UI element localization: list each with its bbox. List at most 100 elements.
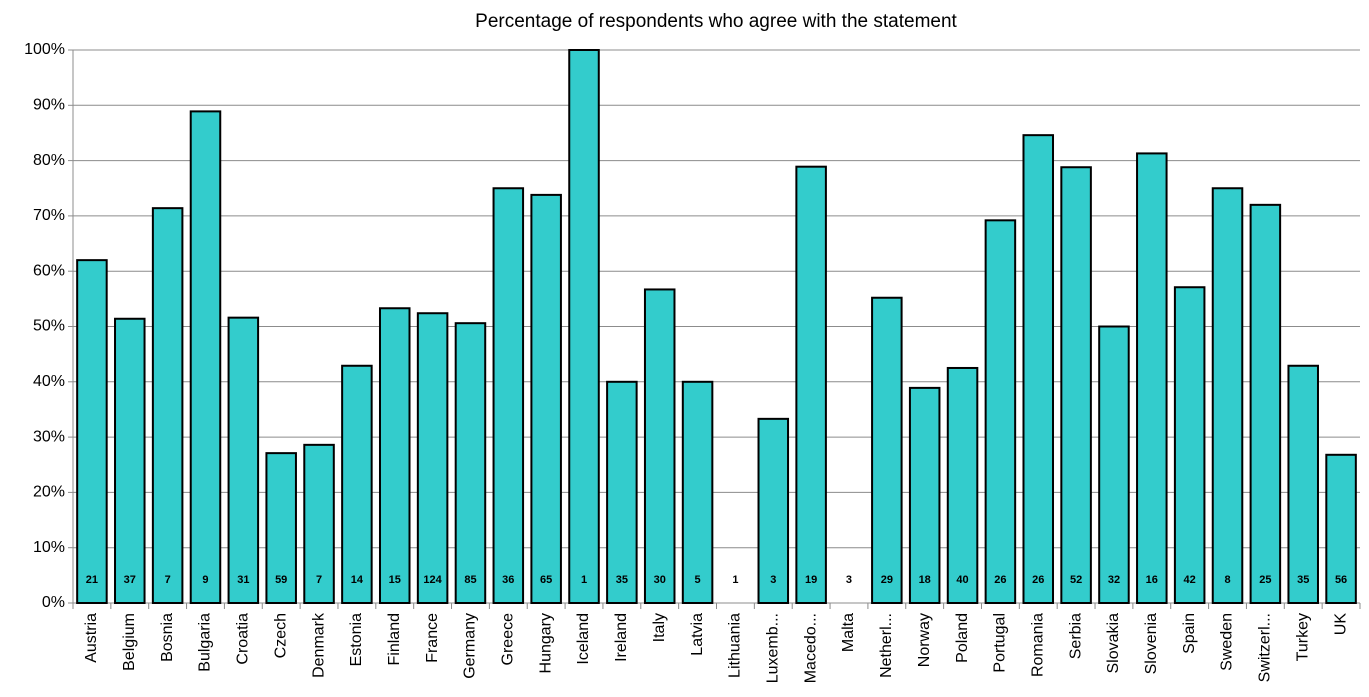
bar [1136,152,1168,604]
x-tick-label: Greece [500,613,517,666]
bar [151,207,184,605]
bar [530,193,562,605]
bar [416,312,449,604]
count-label: 8 [1224,574,1230,586]
count-label: 35 [1297,574,1309,586]
y-tick-label: 100% [24,41,65,58]
y-tick-label: 40% [33,373,65,390]
bar [378,307,411,604]
bar [681,380,714,604]
y-tick-label: 30% [33,428,65,445]
count-label: 29 [881,574,893,586]
bar [1287,364,1319,604]
bar [265,452,297,604]
bar [1211,187,1244,604]
y-tick-label: 80% [33,152,65,169]
x-tick-label: Latvia [689,613,706,656]
count-label: 18 [919,574,931,586]
x-tick-label: Austria [83,613,100,663]
count-label: 85 [464,574,476,586]
count-label: 124 [423,574,442,586]
count-label: 3 [846,574,852,586]
count-label: 3 [770,574,776,586]
x-tick-label: Bulgaria [197,613,214,672]
x-tick-label: Estonia [348,613,365,666]
x-tick-label: Slovakia [1105,613,1122,674]
count-label: 32 [1108,574,1120,586]
bar [606,380,638,604]
y-tick-label: 70% [33,207,65,224]
count-label: 30 [654,574,666,586]
count-label: 56 [1335,574,1347,586]
x-tick-label: Germany [462,613,479,679]
bar [946,366,979,604]
count-label: 40 [956,574,968,586]
x-tick-label: Luxemb... [764,613,781,683]
x-tick-label: Denmark [310,612,327,678]
count-label: 35 [616,574,628,586]
count-label: 42 [1184,574,1196,586]
x-tick-label: Belgium [121,613,138,671]
bar [303,443,335,605]
y-tick-label: 90% [33,97,65,114]
y-tick-label: 60% [33,262,65,279]
x-tick-label: UK [1332,613,1349,636]
bar [908,386,941,604]
count-label: 5 [695,574,701,586]
x-tick-label: Macedo... [802,613,819,683]
x-tick-label: Portugal [992,613,1009,673]
x-tick-label: Italy [651,613,668,642]
count-label: 9 [202,574,208,586]
x-tick-label: Serbia [1067,613,1084,659]
bar [1060,166,1092,604]
x-tick-label: Spain [1181,613,1198,654]
x-tick-label: Malta [840,613,857,652]
count-label: 7 [165,574,171,586]
bar [76,259,108,604]
x-tick-label: Romania [1029,613,1046,677]
bar [492,187,525,604]
bar [114,317,146,604]
bar [795,165,827,604]
chart-title: Percentage of respondents who agree with… [475,11,957,32]
x-tick-label: France [424,613,441,663]
x-tick-label: Switzerl... [1257,613,1274,682]
x-tick-label: Poland [954,613,971,663]
x-tick-label: Croatia [235,613,252,665]
x-tick-label: Lithuania [727,613,744,678]
bar [568,49,600,604]
bar [643,288,676,604]
bar [1022,134,1055,605]
bar [1173,286,1206,604]
count-label: 52 [1070,574,1082,586]
y-tick-label: 0% [42,594,65,611]
count-label: 1 [581,574,587,586]
bar [1249,203,1282,604]
x-tick-label: Sweden [1219,613,1236,671]
bar [227,316,260,604]
count-label: 59 [275,574,287,586]
x-tick-label: Czech [272,613,289,658]
bar [454,322,487,604]
bar [984,219,1017,604]
bar [341,364,373,604]
bar [189,110,222,605]
y-tick-label: 10% [33,539,65,556]
bar [1098,325,1130,604]
count-label: 65 [540,574,552,586]
count-label: 15 [389,574,401,586]
x-tick-label: Norway [916,613,933,667]
x-tick-label: Finland [386,613,403,665]
y-tick-label: 20% [33,484,65,501]
bar [757,417,790,605]
count-label: 26 [994,574,1006,586]
x-tick-label: Slovenia [1143,613,1160,674]
count-label: 7 [316,574,322,586]
count-label: 37 [124,574,136,586]
bar [871,296,903,604]
count-label: 26 [1032,574,1044,586]
x-tick-label: Turkey [1294,613,1311,661]
count-label: 36 [502,574,514,586]
count-label: 1 [732,574,738,586]
